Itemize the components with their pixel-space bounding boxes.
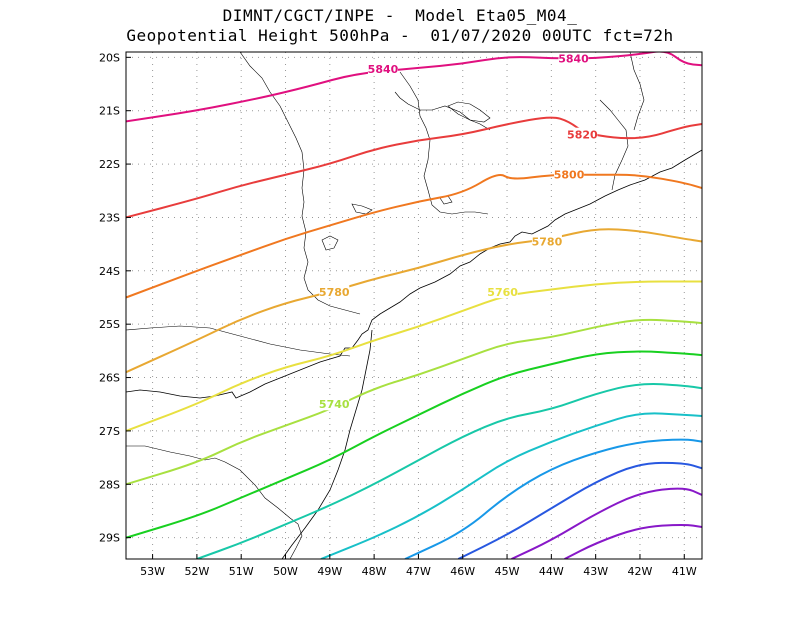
- contour-label: 5780: [532, 235, 563, 248]
- contour-label-bg: [531, 234, 562, 248]
- contour-label-bg: [558, 51, 589, 65]
- y-tick-label: 27S: [99, 425, 120, 438]
- y-tick-label: 24S: [99, 265, 120, 278]
- x-tick-label: 49W: [317, 565, 342, 578]
- lakes: [321, 101, 491, 251]
- contour-5660: [404, 438, 702, 559]
- x-tick-label: 46W: [450, 565, 475, 578]
- x-tick-label: 42W: [628, 565, 653, 578]
- contour-label-bg: [487, 285, 518, 299]
- contour-5640: [457, 461, 702, 559]
- chart-title: DIMNT/CGCT/INPE - Model Eta05_M04_: [222, 6, 578, 25]
- plot-background: [126, 52, 702, 559]
- contour-label-bg: [554, 167, 585, 181]
- x-tick-label: 44W: [539, 565, 564, 578]
- y-tick-label: 21S: [99, 105, 120, 118]
- x-tick-label: 53W: [140, 565, 165, 578]
- contour-label: 5820: [567, 129, 598, 142]
- contour-label: 5840: [368, 63, 399, 76]
- south-coastline: [281, 329, 373, 559]
- contour-label-bg: [319, 397, 350, 411]
- contour-label: 5800: [554, 169, 585, 182]
- x-tick-label: 52W: [184, 565, 209, 578]
- chart-subtitle: Geopotential Height 500hPa - 01/07/2020 …: [126, 26, 674, 45]
- coastline: [126, 149, 702, 399]
- plot-frame: [125, 51, 703, 560]
- contour-5720: [126, 350, 702, 539]
- contour-5740: [126, 318, 702, 486]
- y-tick-label: 29S: [99, 532, 120, 545]
- contour-label: 5780: [319, 286, 350, 299]
- y-tick-label: 25S: [99, 318, 120, 331]
- x-tick-label: 45W: [495, 565, 520, 578]
- contour-5780: [126, 228, 702, 374]
- contour-5820: [126, 116, 702, 219]
- contour-label: 5840: [558, 52, 589, 65]
- gridlines: [126, 52, 702, 559]
- state-borders: [126, 52, 645, 559]
- x-tick-label: 48W: [362, 565, 387, 578]
- y-tick-label: 28S: [99, 478, 120, 491]
- contour-label: 5760: [487, 286, 518, 299]
- contour-label: 5740: [319, 398, 350, 411]
- y-axis: 20S 21S 22S 23S 24S 25S 26S 27S 28S 29S: [99, 51, 131, 545]
- contour-5680: [320, 412, 702, 559]
- x-tick-label: 51W: [229, 565, 254, 578]
- x-tick-label: 47W: [406, 565, 431, 578]
- contour-5760: [126, 280, 702, 432]
- y-tick-label: 22S: [99, 158, 120, 171]
- contour-label-bg: [319, 285, 350, 299]
- x-axis: 53W 52W 51W 50W 49W 48W 47W 46W 45W 44W 43W 42W 41W: [140, 554, 697, 578]
- x-tick-label: 50W: [273, 565, 298, 578]
- x-tick-label: 43W: [583, 565, 608, 578]
- x-tick-label: 41W: [672, 565, 697, 578]
- contour-label-bg: [367, 62, 398, 76]
- contour-labels: 5840 5840 5820 5800 5780 5780 5760 5740: [319, 51, 598, 411]
- y-tick-label: 20S: [99, 51, 120, 64]
- contour-5620: [511, 487, 702, 559]
- contour-5800: [126, 173, 702, 299]
- y-tick-label: 26S: [99, 372, 120, 385]
- contour-label-bg: [567, 127, 598, 141]
- contour-5700: [196, 382, 702, 559]
- y-tick-label: 23S: [99, 211, 120, 224]
- contour-5600: [564, 523, 702, 559]
